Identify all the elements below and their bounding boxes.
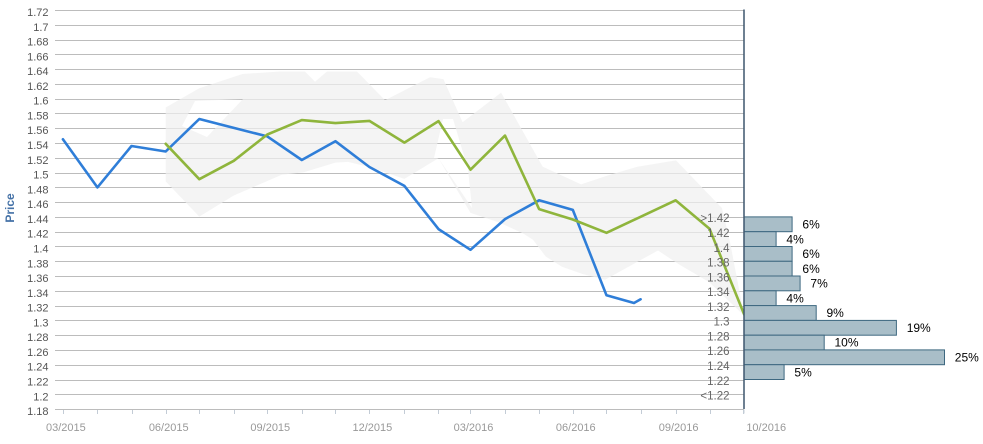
svg-text:6%: 6% bbox=[802, 218, 820, 232]
svg-text:Price: Price bbox=[3, 193, 17, 223]
svg-text:5%: 5% bbox=[794, 365, 812, 379]
svg-text:1.64: 1.64 bbox=[27, 66, 48, 78]
svg-text:1.68: 1.68 bbox=[27, 37, 48, 49]
svg-text:1.58: 1.58 bbox=[27, 111, 48, 123]
svg-text:1.22: 1.22 bbox=[27, 377, 48, 389]
svg-text:1.48: 1.48 bbox=[27, 184, 48, 196]
svg-text:4%: 4% bbox=[786, 232, 804, 246]
svg-text:09/2015: 09/2015 bbox=[250, 422, 290, 434]
svg-text:1.3: 1.3 bbox=[714, 317, 730, 329]
svg-text:1.36: 1.36 bbox=[27, 273, 48, 285]
svg-text:9%: 9% bbox=[827, 306, 845, 320]
svg-text:1.38: 1.38 bbox=[707, 258, 729, 270]
svg-text:1.22: 1.22 bbox=[707, 376, 729, 388]
svg-text:1.52: 1.52 bbox=[27, 155, 48, 167]
svg-text:<1.22: <1.22 bbox=[700, 391, 729, 403]
svg-text:1.5: 1.5 bbox=[33, 170, 48, 182]
svg-text:09/2016: 09/2016 bbox=[659, 422, 699, 434]
svg-text:1.54: 1.54 bbox=[27, 140, 48, 152]
svg-text:1.24: 1.24 bbox=[707, 361, 730, 373]
svg-text:1.26: 1.26 bbox=[707, 346, 729, 358]
svg-text:1.4: 1.4 bbox=[33, 244, 48, 256]
svg-text:1.32: 1.32 bbox=[707, 302, 729, 314]
svg-text:25%: 25% bbox=[955, 351, 979, 365]
svg-text:1.42: 1.42 bbox=[27, 229, 48, 241]
svg-text:1.24: 1.24 bbox=[27, 362, 48, 374]
svg-text:1.34: 1.34 bbox=[27, 288, 48, 300]
svg-text:1.7: 1.7 bbox=[33, 22, 48, 34]
svg-text:10%: 10% bbox=[835, 336, 859, 350]
svg-text:1.42: 1.42 bbox=[707, 228, 729, 240]
svg-text:1.46: 1.46 bbox=[27, 199, 48, 211]
svg-text:>1.42: >1.42 bbox=[700, 213, 729, 225]
svg-text:7%: 7% bbox=[810, 277, 828, 291]
svg-text:1.18: 1.18 bbox=[27, 406, 48, 418]
svg-text:1.34: 1.34 bbox=[707, 287, 730, 299]
svg-text:19%: 19% bbox=[907, 321, 931, 335]
svg-text:1.26: 1.26 bbox=[27, 347, 48, 359]
svg-text:4%: 4% bbox=[786, 291, 804, 305]
svg-text:1.32: 1.32 bbox=[27, 303, 48, 315]
svg-text:6%: 6% bbox=[802, 247, 820, 261]
svg-text:03/2016: 03/2016 bbox=[454, 422, 494, 434]
svg-text:1.28: 1.28 bbox=[707, 332, 729, 344]
svg-text:1.28: 1.28 bbox=[27, 332, 48, 344]
svg-text:1.36: 1.36 bbox=[707, 272, 729, 284]
svg-text:1.56: 1.56 bbox=[27, 125, 48, 137]
svg-text:1.6: 1.6 bbox=[33, 96, 48, 108]
svg-text:1.2: 1.2 bbox=[33, 391, 48, 403]
svg-text:03/2015: 03/2015 bbox=[46, 422, 86, 434]
svg-text:12/2015: 12/2015 bbox=[353, 422, 393, 434]
svg-text:1.3: 1.3 bbox=[33, 317, 48, 329]
svg-text:1.44: 1.44 bbox=[27, 214, 48, 226]
svg-text:1.72: 1.72 bbox=[27, 7, 48, 19]
svg-text:06/2016: 06/2016 bbox=[556, 422, 596, 434]
svg-text:1.66: 1.66 bbox=[27, 51, 48, 63]
svg-text:1.62: 1.62 bbox=[27, 81, 48, 93]
svg-text:06/2015: 06/2015 bbox=[149, 422, 189, 434]
svg-text:6%: 6% bbox=[802, 262, 820, 276]
svg-text:1.38: 1.38 bbox=[27, 258, 48, 270]
svg-text:1.4: 1.4 bbox=[714, 243, 731, 255]
svg-text:10/2016: 10/2016 bbox=[746, 422, 786, 434]
